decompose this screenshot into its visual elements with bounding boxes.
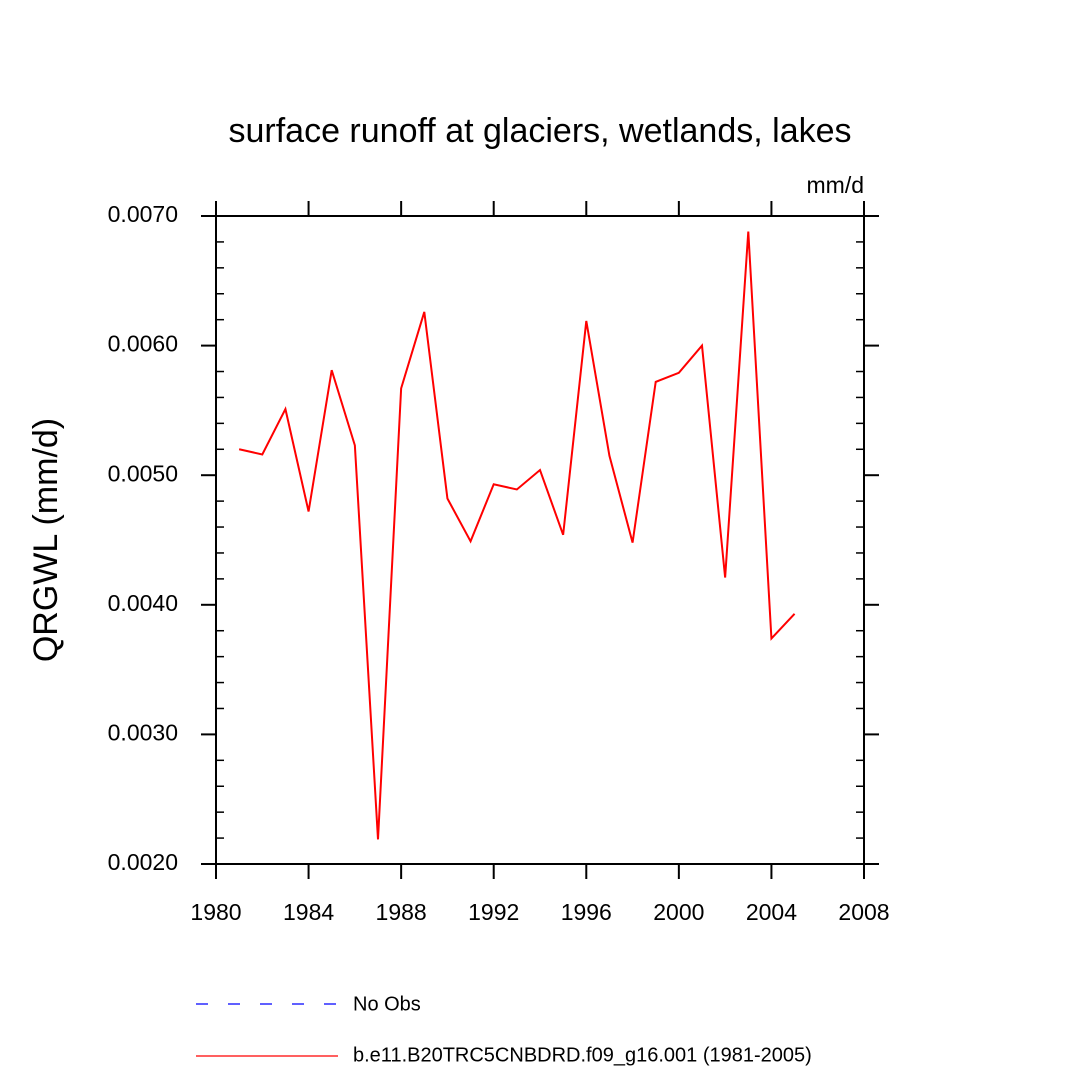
x-tick-label: 1980: [190, 899, 241, 925]
x-tick-label: 2008: [838, 899, 889, 925]
x-tick-label: 1988: [376, 899, 427, 925]
x-tick-label: 2004: [746, 899, 797, 925]
plot-frame: [215, 215, 865, 865]
y-tick-label: 0.0020: [108, 849, 178, 875]
data-line: [238, 231, 796, 840]
y-tick-label: 0.0030: [108, 719, 178, 745]
y-tick-label: 0.0040: [108, 590, 178, 616]
x-tick-label: 1984: [283, 899, 334, 925]
legend-label: b.e11.B20TRC5CNBDRD.f09_g16.001 (1981-20…: [353, 1044, 812, 1066]
legend-label: No Obs: [353, 993, 421, 1015]
x-tick-label: 1996: [561, 899, 612, 925]
chart-title: surface runoff at glaciers, wetlands, la…: [228, 112, 851, 150]
y-tick-label: 0.0060: [108, 331, 178, 357]
y-tick-label: 0.0050: [108, 460, 178, 486]
y-tick-label: 0.0070: [108, 201, 178, 227]
x-tick-label: 2000: [653, 899, 704, 925]
units-label: mm/d: [807, 172, 865, 198]
y-axis-label: QRGWL (mm/d): [27, 418, 65, 662]
x-tick-label: 1992: [468, 899, 519, 925]
